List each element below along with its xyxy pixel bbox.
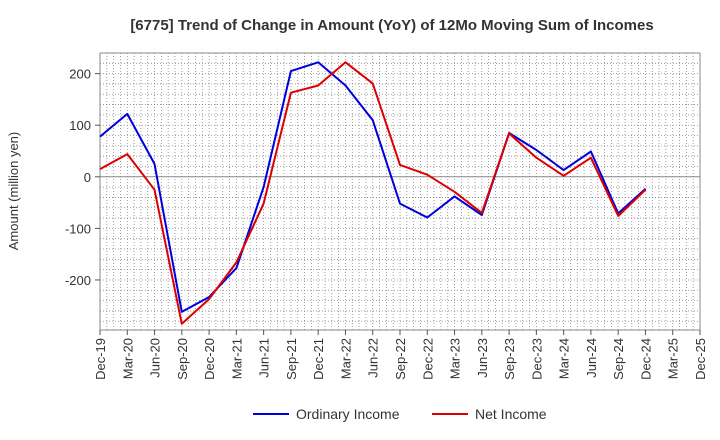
x-tick-label: Mar-21 [229, 338, 244, 379]
x-axis-ticks: Dec-19 Mar-20 Jun-20 Sep-20 Dec-20 Mar-21 Jun-… [93, 330, 708, 380]
x-tick-label: Dec-21 [311, 338, 326, 380]
legend: Ordinary Income Net Income [253, 406, 547, 422]
x-tick-label: Mar-20 [120, 338, 135, 379]
y-tick-label: 200 [69, 67, 91, 82]
x-tick-label: Mar-23 [448, 338, 463, 379]
x-tick-label: Dec-19 [93, 338, 108, 380]
x-tick-label: Sep-20 [175, 338, 190, 380]
x-tick-label: Sep-22 [393, 338, 408, 380]
grid [99, 52, 701, 330]
x-tick-label: Jun-20 [148, 338, 163, 378]
x-tick-label: Sep-21 [284, 338, 299, 380]
x-tick-label: Mar-22 [338, 338, 353, 379]
y-tick-label: 0 [84, 170, 91, 185]
x-tick-label: Dec-25 [693, 338, 708, 380]
series-layer [99, 61, 647, 325]
x-tick-label: Dec-22 [420, 338, 435, 380]
y-tick-label: -100 [65, 221, 91, 236]
x-tick-label: Dec-23 [529, 338, 544, 380]
x-tick-label: Dec-24 [638, 338, 653, 380]
x-tick-label: Dec-20 [202, 338, 217, 380]
x-tick-label: Mar-25 [666, 338, 681, 379]
series-line-ordinary-income [99, 61, 647, 313]
y-tick-label: 100 [69, 118, 91, 133]
x-tick-label: Mar-24 [557, 338, 572, 379]
x-tick-label: Sep-24 [611, 338, 626, 380]
x-tick-label: Jun-22 [366, 338, 381, 378]
x-tick-label: Jun-24 [584, 338, 599, 378]
chart-title: [6775] Trend of Change in Amount (YoY) o… [130, 17, 653, 34]
y-axis-label: Amount (million yen) [6, 132, 21, 251]
legend-label-net-income: Net Income [475, 406, 547, 422]
x-tick-label: Jun-23 [475, 338, 490, 378]
y-axis-ticks: 200 100 0 -100 -200 [65, 67, 100, 288]
y-tick-label: -200 [65, 273, 91, 288]
x-tick-label: Sep-23 [502, 338, 517, 380]
x-tick-label: Jun-21 [257, 338, 272, 378]
series-line-net-income [99, 61, 647, 325]
legend-label-ordinary-income: Ordinary Income [296, 406, 400, 422]
